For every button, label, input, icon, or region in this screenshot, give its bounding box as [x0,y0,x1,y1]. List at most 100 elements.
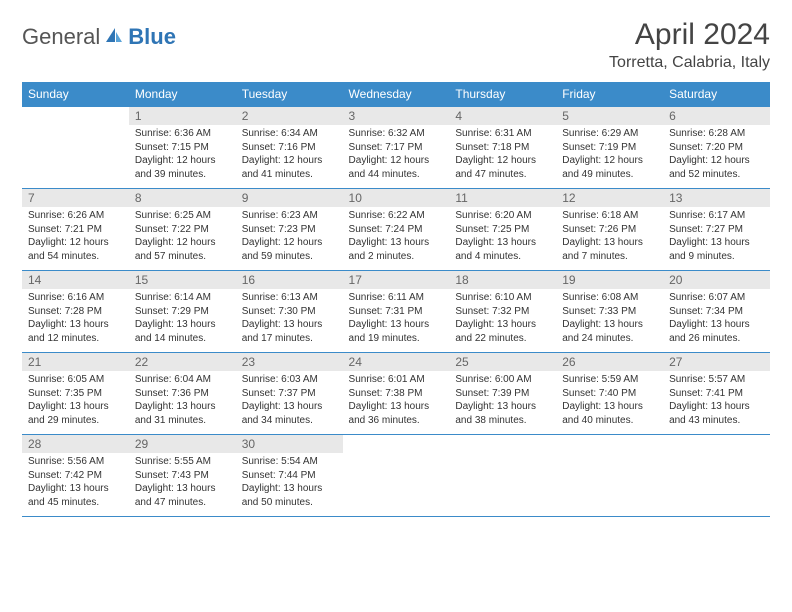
calendar-table: Sunday Monday Tuesday Wednesday Thursday… [22,82,770,517]
day-line: Daylight: 12 hours and 39 minutes. [135,154,230,181]
calendar-week-row: 14Sunrise: 6:16 AMSunset: 7:28 PMDayligh… [22,271,770,353]
day-body [449,439,556,445]
weekday-header: Thursday [449,82,556,107]
calendar-day-cell: 16Sunrise: 6:13 AMSunset: 7:30 PMDayligh… [236,271,343,353]
day-line: Sunset: 7:43 PM [135,469,230,483]
calendar-day-cell [449,435,556,517]
calendar-day-cell: 9Sunrise: 6:23 AMSunset: 7:23 PMDaylight… [236,189,343,271]
day-line: Sunrise: 6:14 AM [135,291,230,305]
day-line: Sunset: 7:44 PM [242,469,337,483]
day-line: Sunrise: 6:17 AM [669,209,764,223]
day-number: 12 [556,189,663,207]
day-line: Daylight: 13 hours and 38 minutes. [455,400,550,427]
day-line: Daylight: 13 hours and 31 minutes. [135,400,230,427]
day-body: Sunrise: 6:29 AMSunset: 7:19 PMDaylight:… [556,125,663,185]
day-body: Sunrise: 6:05 AMSunset: 7:35 PMDaylight:… [22,371,129,431]
day-body: Sunrise: 6:26 AMSunset: 7:21 PMDaylight:… [22,207,129,267]
day-body: Sunrise: 6:22 AMSunset: 7:24 PMDaylight:… [343,207,450,267]
day-number: 16 [236,271,343,289]
day-line: Sunset: 7:24 PM [349,223,444,237]
day-body: Sunrise: 6:17 AMSunset: 7:27 PMDaylight:… [663,207,770,267]
day-line: Sunset: 7:29 PM [135,305,230,319]
day-line: Daylight: 13 hours and 50 minutes. [242,482,337,509]
calendar-week-row: 7Sunrise: 6:26 AMSunset: 7:21 PMDaylight… [22,189,770,271]
day-line: Sunset: 7:38 PM [349,387,444,401]
calendar-day-cell: 4Sunrise: 6:31 AMSunset: 7:18 PMDaylight… [449,107,556,189]
day-number: 25 [449,353,556,371]
day-line: Sunset: 7:22 PM [135,223,230,237]
day-number: 19 [556,271,663,289]
calendar-day-cell: 26Sunrise: 5:59 AMSunset: 7:40 PMDayligh… [556,353,663,435]
calendar-day-cell: 28Sunrise: 5:56 AMSunset: 7:42 PMDayligh… [22,435,129,517]
day-body: Sunrise: 6:11 AMSunset: 7:31 PMDaylight:… [343,289,450,349]
day-number: 11 [449,189,556,207]
calendar-week-row: 1Sunrise: 6:36 AMSunset: 7:15 PMDaylight… [22,107,770,189]
day-line: Sunset: 7:28 PM [28,305,123,319]
location: Torretta, Calabria, Italy [609,54,770,72]
day-body: Sunrise: 6:13 AMSunset: 7:30 PMDaylight:… [236,289,343,349]
calendar-week-row: 21Sunrise: 6:05 AMSunset: 7:35 PMDayligh… [22,353,770,435]
day-number: 3 [343,107,450,125]
day-line: Sunrise: 5:54 AM [242,455,337,469]
day-body: Sunrise: 6:03 AMSunset: 7:37 PMDaylight:… [236,371,343,431]
day-body: Sunrise: 6:16 AMSunset: 7:28 PMDaylight:… [22,289,129,349]
day-body: Sunrise: 5:57 AMSunset: 7:41 PMDaylight:… [663,371,770,431]
day-body: Sunrise: 6:20 AMSunset: 7:25 PMDaylight:… [449,207,556,267]
day-line: Sunset: 7:17 PM [349,141,444,155]
calendar-day-cell: 12Sunrise: 6:18 AMSunset: 7:26 PMDayligh… [556,189,663,271]
day-line: Sunset: 7:32 PM [455,305,550,319]
day-line: Daylight: 13 hours and 2 minutes. [349,236,444,263]
day-line: Daylight: 13 hours and 17 minutes. [242,318,337,345]
day-line: Sunset: 7:40 PM [562,387,657,401]
day-line: Sunset: 7:15 PM [135,141,230,155]
day-number: 20 [663,271,770,289]
calendar-day-cell [556,435,663,517]
day-line: Sunrise: 6:26 AM [28,209,123,223]
day-line: Daylight: 13 hours and 19 minutes. [349,318,444,345]
day-number: 21 [22,353,129,371]
day-number: 5 [556,107,663,125]
day-body: Sunrise: 6:25 AMSunset: 7:22 PMDaylight:… [129,207,236,267]
day-line: Sunrise: 5:56 AM [28,455,123,469]
day-number: 7 [22,189,129,207]
day-line: Sunrise: 6:04 AM [135,373,230,387]
day-line: Daylight: 13 hours and 34 minutes. [242,400,337,427]
day-number: 14 [22,271,129,289]
calendar-day-cell [343,435,450,517]
calendar-day-cell: 29Sunrise: 5:55 AMSunset: 7:43 PMDayligh… [129,435,236,517]
day-number: 18 [449,271,556,289]
calendar-day-cell: 13Sunrise: 6:17 AMSunset: 7:27 PMDayligh… [663,189,770,271]
day-body: Sunrise: 6:31 AMSunset: 7:18 PMDaylight:… [449,125,556,185]
day-line: Sunset: 7:34 PM [669,305,764,319]
day-body: Sunrise: 6:32 AMSunset: 7:17 PMDaylight:… [343,125,450,185]
day-body: Sunrise: 5:59 AMSunset: 7:40 PMDaylight:… [556,371,663,431]
day-number: 30 [236,435,343,453]
day-body: Sunrise: 6:00 AMSunset: 7:39 PMDaylight:… [449,371,556,431]
day-body: Sunrise: 6:18 AMSunset: 7:26 PMDaylight:… [556,207,663,267]
header: General Blue April 2024 Torretta, Calabr… [22,18,770,72]
day-number: 17 [343,271,450,289]
day-line: Sunset: 7:33 PM [562,305,657,319]
day-line: Sunset: 7:25 PM [455,223,550,237]
day-line: Sunset: 7:16 PM [242,141,337,155]
day-line: Daylight: 12 hours and 49 minutes. [562,154,657,181]
day-number: 13 [663,189,770,207]
sail-icon [104,26,124,49]
day-line: Sunset: 7:21 PM [28,223,123,237]
day-number: 28 [22,435,129,453]
day-number: 23 [236,353,343,371]
day-line: Sunrise: 6:25 AM [135,209,230,223]
calendar-day-cell: 20Sunrise: 6:07 AMSunset: 7:34 PMDayligh… [663,271,770,353]
calendar-day-cell: 17Sunrise: 6:11 AMSunset: 7:31 PMDayligh… [343,271,450,353]
calendar-day-cell: 8Sunrise: 6:25 AMSunset: 7:22 PMDaylight… [129,189,236,271]
day-line: Sunrise: 6:05 AM [28,373,123,387]
day-line: Sunset: 7:35 PM [28,387,123,401]
calendar-day-cell: 22Sunrise: 6:04 AMSunset: 7:36 PMDayligh… [129,353,236,435]
day-line: Daylight: 12 hours and 57 minutes. [135,236,230,263]
day-line: Daylight: 13 hours and 29 minutes. [28,400,123,427]
day-body: Sunrise: 6:07 AMSunset: 7:34 PMDaylight:… [663,289,770,349]
calendar-day-cell: 3Sunrise: 6:32 AMSunset: 7:17 PMDaylight… [343,107,450,189]
day-line: Sunrise: 6:10 AM [455,291,550,305]
calendar-day-cell: 21Sunrise: 6:05 AMSunset: 7:35 PMDayligh… [22,353,129,435]
day-line: Sunrise: 6:22 AM [349,209,444,223]
